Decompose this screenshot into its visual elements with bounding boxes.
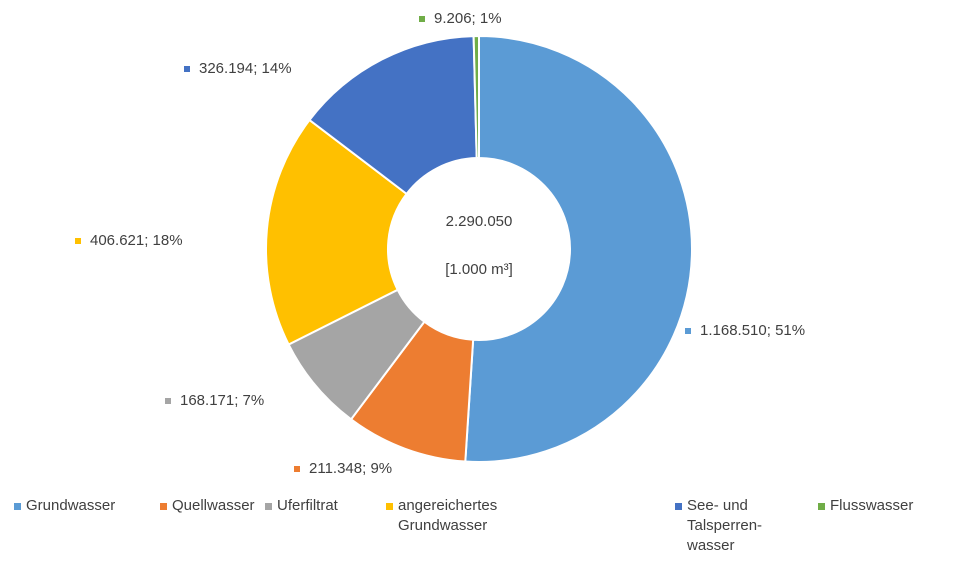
legend-item: Grundwasser: [14, 496, 166, 516]
donut-slice: [308, 35, 478, 196]
label-marker: [685, 328, 691, 334]
data-label: 1.168.510; 51%: [700, 322, 805, 339]
data-label: 211.348; 9%: [309, 460, 392, 477]
legend-item: See- und Talsperren-wasser: [675, 496, 767, 556]
legend-label: angereichertes Grundwasser: [398, 497, 498, 534]
legend-label: See- und Talsperren-wasser: [687, 497, 763, 554]
legend-item: Uferfiltrat: [265, 496, 387, 516]
legend-swatch: [265, 503, 272, 510]
data-label: 406.621; 18%: [90, 232, 183, 249]
legend-label: Uferfiltrat: [277, 497, 338, 514]
legend-swatch: [386, 503, 393, 510]
center-unit: [1.000 m³]: [445, 261, 513, 278]
donut-slice: [265, 118, 408, 346]
legend-label: Grundwasser: [26, 497, 116, 514]
legend-swatch: [818, 503, 825, 510]
legend-label: Quellwasser: [172, 497, 255, 514]
label-marker: [419, 16, 425, 22]
legend-item: Flusswasser: [818, 496, 964, 516]
label-marker: [75, 238, 81, 244]
data-label: 168.171; 7%: [180, 392, 264, 409]
donut-slice: [472, 34, 480, 160]
center-total: 2.290.050: [446, 213, 513, 230]
label-marker: [184, 66, 190, 72]
legend-swatch: [675, 503, 682, 510]
data-label: 326.194; 14%: [199, 60, 292, 77]
donut-slice: [464, 34, 693, 463]
legend-label: Flusswasser: [830, 497, 914, 514]
legend-swatch: [160, 503, 167, 510]
legend-swatch: [14, 503, 21, 510]
label-marker: [165, 398, 171, 404]
data-label: 9.206; 1%: [434, 10, 502, 27]
legend-item: angereichertes Grundwasser: [386, 496, 510, 536]
label-marker: [294, 466, 300, 472]
legend-item: Quellwasser: [160, 496, 272, 516]
